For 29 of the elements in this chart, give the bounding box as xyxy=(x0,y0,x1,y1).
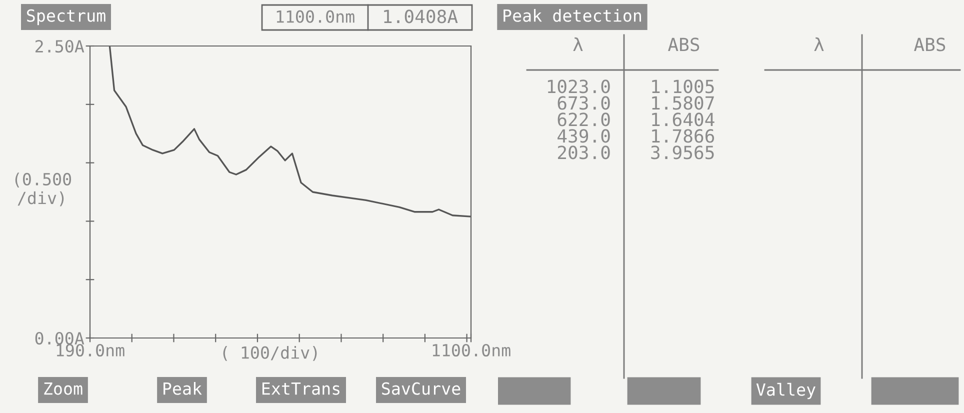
text: 1.0408A xyxy=(384,10,458,24)
text: 673.0 xyxy=(558,96,610,110)
y-tick-label: 2.50A xyxy=(36,40,84,53)
text: 622.0 xyxy=(558,112,610,126)
text: 439.0 xyxy=(558,129,610,143)
line-series xyxy=(108,46,471,218)
chart-title: Spectrum xyxy=(26,9,106,26)
text: Peak xyxy=(164,382,202,395)
text: Zoom xyxy=(44,382,82,395)
text: λ xyxy=(814,37,824,52)
y-tick-label: 0.00A xyxy=(35,332,84,345)
text: 1023.0 xyxy=(548,80,610,94)
text: 3.9565 xyxy=(651,146,714,160)
text: ABS xyxy=(914,38,946,52)
x-axis-title: ( 100/div) xyxy=(223,346,317,361)
text: ExtTrans xyxy=(262,382,340,395)
text: 1100.0nm xyxy=(276,10,354,23)
text: 1.7866 xyxy=(652,129,714,143)
x-tick-label: 190.0nm xyxy=(56,344,124,357)
text: 1.5807 xyxy=(652,96,714,110)
text: 203.0 xyxy=(558,146,610,160)
text: Peak detection xyxy=(504,8,641,22)
text: Valley xyxy=(756,382,816,400)
text: SavCurve xyxy=(382,382,460,395)
text: 1.6404 xyxy=(652,112,714,126)
text: λ xyxy=(573,37,583,52)
y-axis-title: (0.500 /div) xyxy=(15,172,72,206)
text: 1.1005 xyxy=(652,80,714,94)
text: ABS xyxy=(668,38,700,52)
